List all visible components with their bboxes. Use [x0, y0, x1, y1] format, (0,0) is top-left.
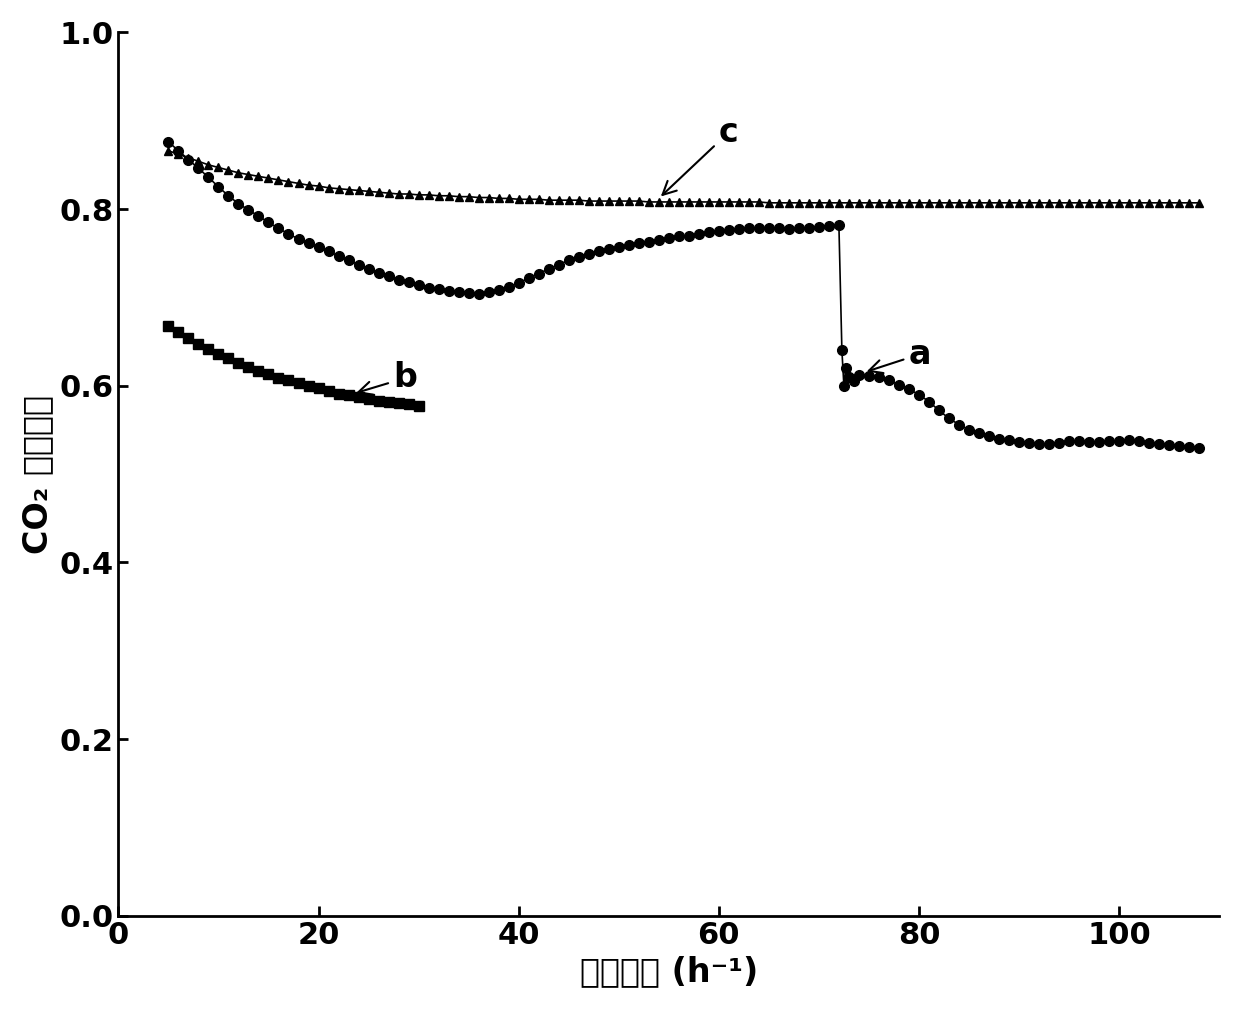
Text: c: c — [662, 116, 739, 195]
Y-axis label: CO₂ 的转化率: CO₂ 的转化率 — [21, 395, 53, 554]
X-axis label: 反应时间 (h⁻¹): 反应时间 (h⁻¹) — [579, 956, 758, 988]
Text: a: a — [869, 338, 931, 373]
Text: b: b — [358, 361, 418, 395]
